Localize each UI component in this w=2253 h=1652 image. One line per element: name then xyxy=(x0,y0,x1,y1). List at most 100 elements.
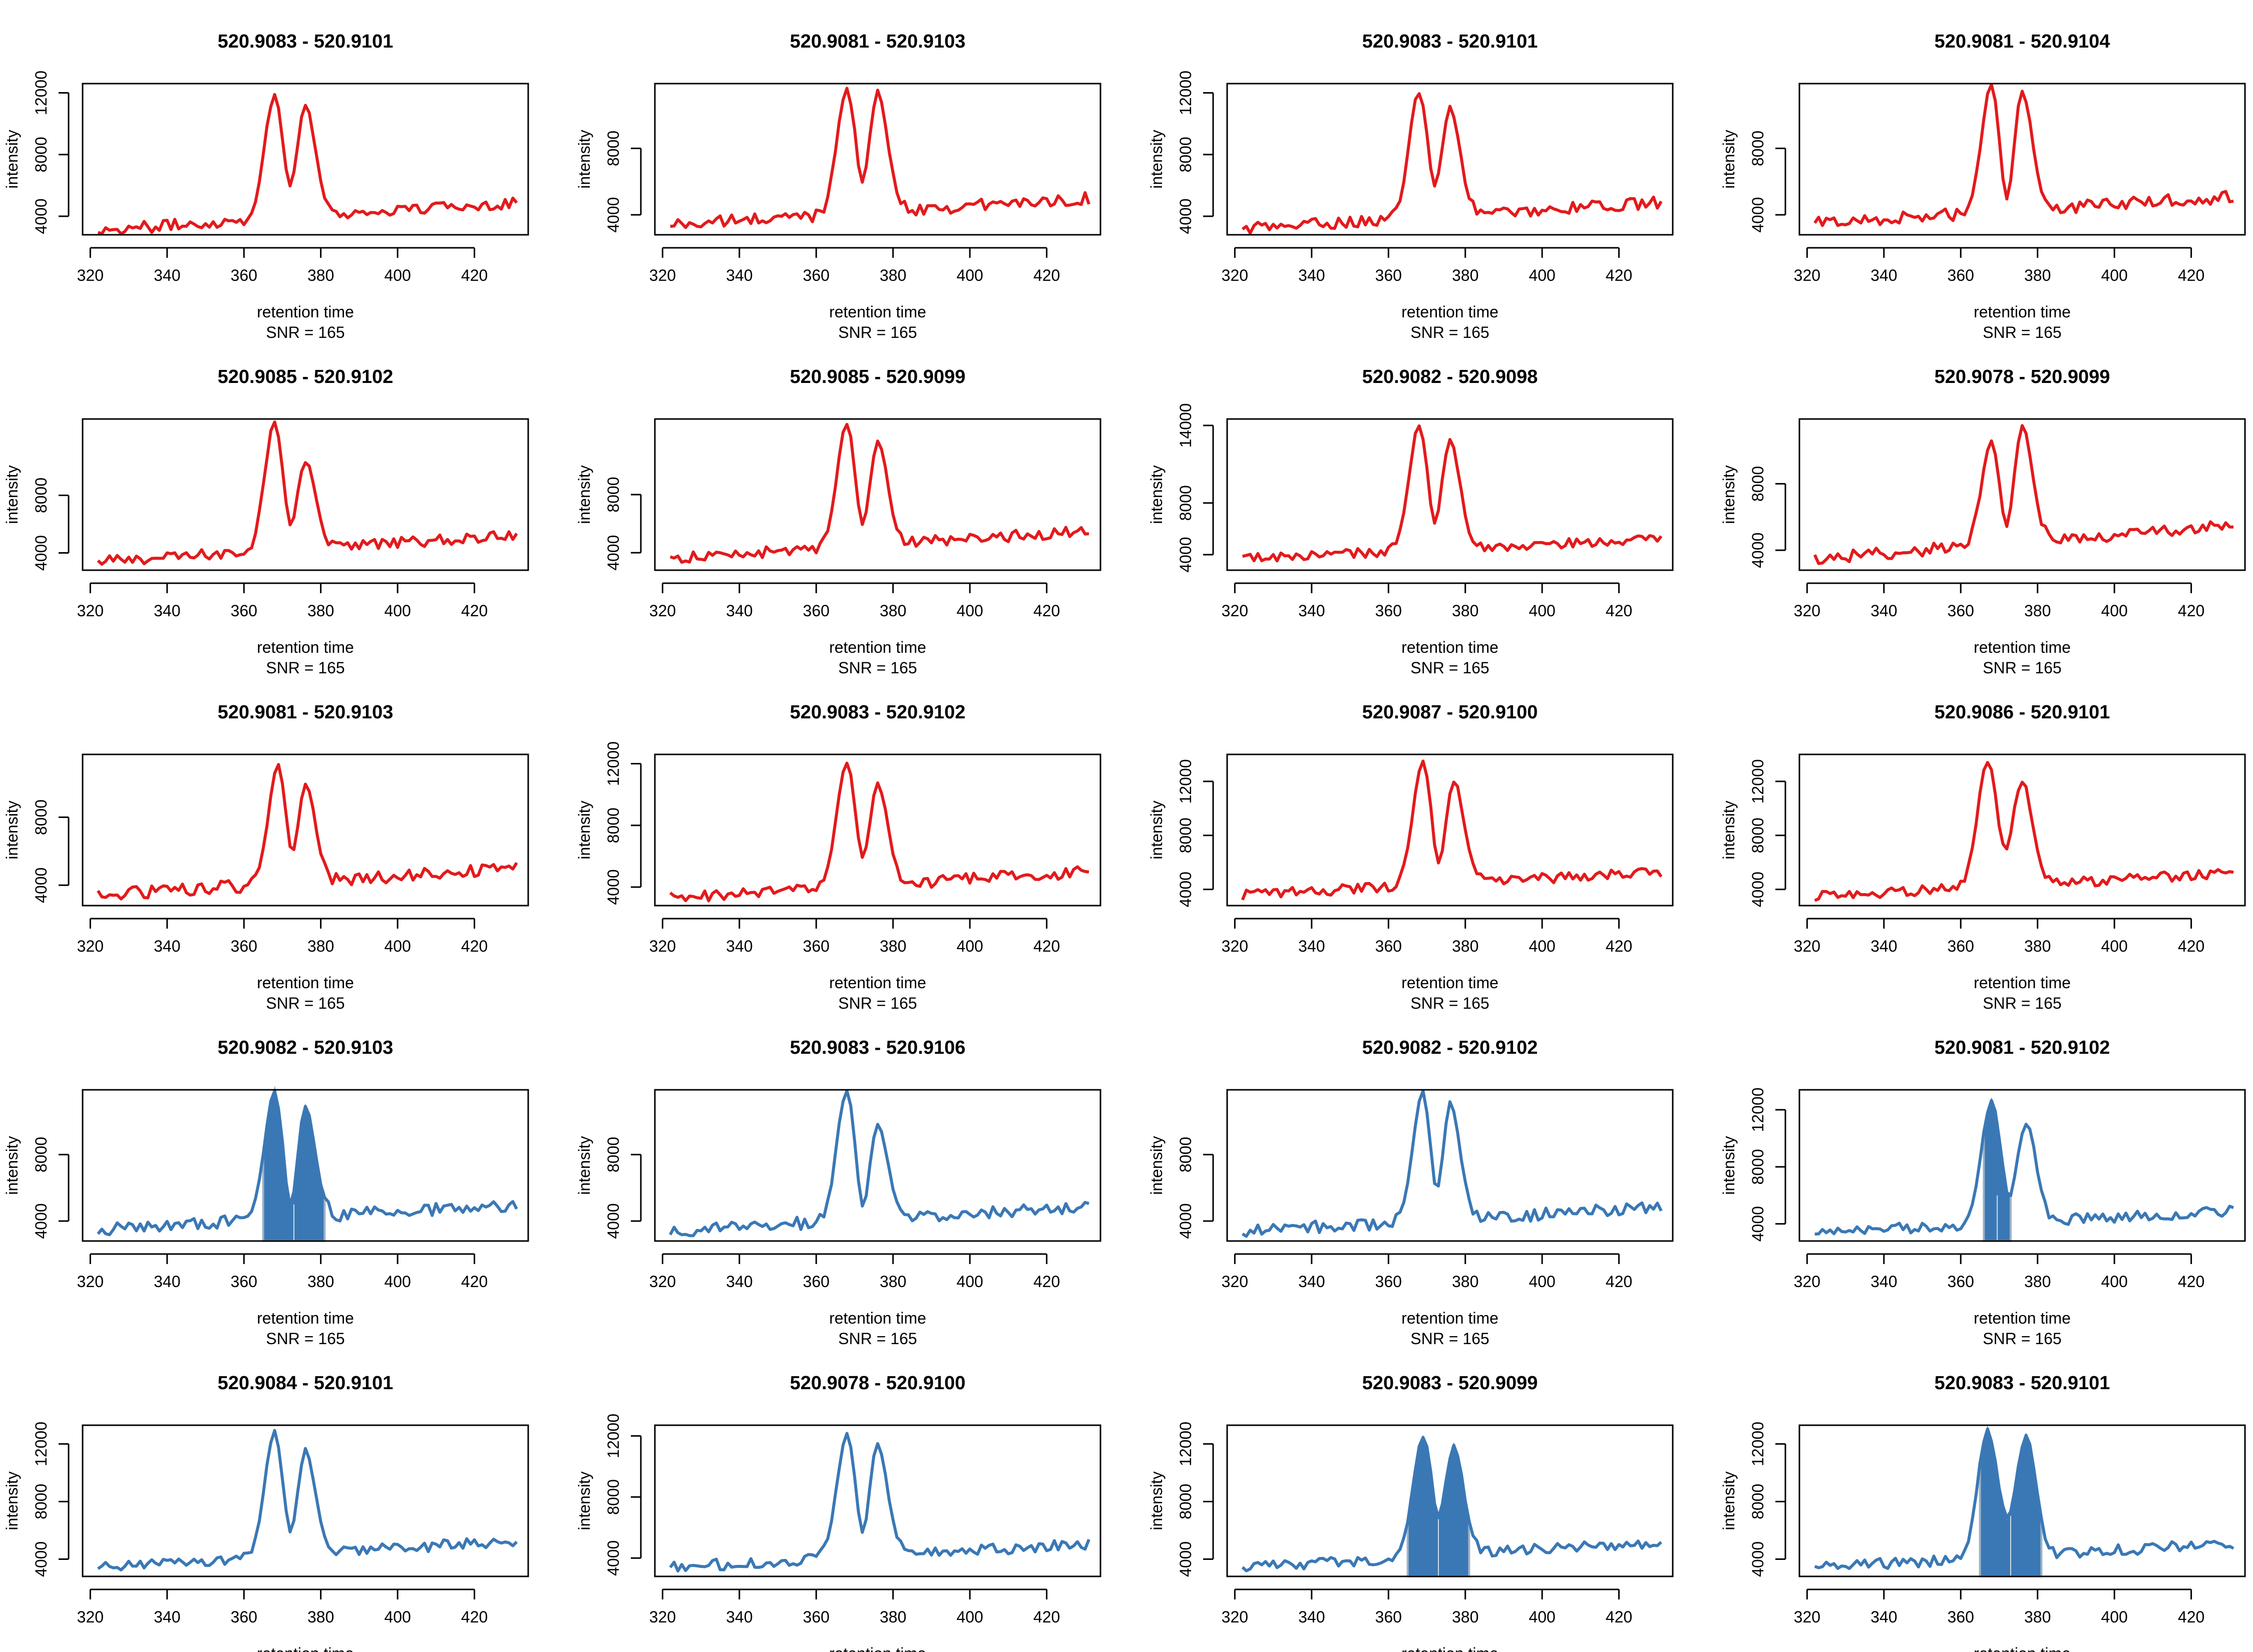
snr-label: SNR = 165 xyxy=(266,994,344,1012)
x-tick-label: 340 xyxy=(726,266,753,284)
x-axis-label: retention time xyxy=(1401,974,1498,992)
x-axis-label: retention time xyxy=(1974,1309,2071,1327)
plot-frame xyxy=(82,1089,529,1242)
x-tick-label: 420 xyxy=(1033,1608,1060,1626)
plot-frame xyxy=(654,753,1101,907)
y-tick-label: 4000 xyxy=(32,535,50,571)
x-tick-label: 400 xyxy=(2101,1273,2127,1291)
series-line xyxy=(1814,761,2234,902)
x-tick-label: 380 xyxy=(880,1608,906,1626)
y-tick-label: 8000 xyxy=(1749,466,1767,502)
x-tick-label: 320 xyxy=(1222,266,1248,284)
x-tick-label: 360 xyxy=(1375,1273,1402,1291)
x-tick-label: 360 xyxy=(1375,937,1402,955)
y-tick-label: 8000 xyxy=(1749,1149,1767,1184)
x-tick-label: 420 xyxy=(1033,266,1060,284)
x-tick-label: 400 xyxy=(1529,1273,1555,1291)
y-tick-label: 8000 xyxy=(604,1137,622,1172)
y-tick-label: 4000 xyxy=(32,1203,50,1239)
chart-panel: 520.9082 - 520.9098 320 340 360 380 400 420 400… xyxy=(1148,366,1674,677)
x-tick-label: 400 xyxy=(1529,266,1555,284)
series-line xyxy=(97,1089,518,1236)
x-tick-label: 380 xyxy=(1452,1273,1478,1291)
y-tick-label: 8000 xyxy=(1749,1484,1767,1519)
y-tick-label: 12000 xyxy=(1749,1422,1767,1466)
chart-title: 520.9082 - 520.9102 xyxy=(1362,1037,1538,1058)
series-line xyxy=(669,1089,1089,1237)
x-tick-label: 420 xyxy=(1606,1273,1632,1291)
x-tick-label: 380 xyxy=(307,602,334,620)
x-tick-label: 340 xyxy=(1870,937,1897,955)
x-tick-label: 420 xyxy=(2178,602,2204,620)
y-axis-label: intensity xyxy=(3,800,21,859)
chart-title: 520.9082 - 520.9103 xyxy=(218,1037,394,1058)
x-axis-label: retention time xyxy=(257,638,354,656)
snr-label: SNR = 165 xyxy=(1410,323,1489,341)
x-tick-label: 380 xyxy=(307,266,334,284)
x-tick-label: 420 xyxy=(461,937,488,955)
plot-frame xyxy=(654,418,1101,571)
x-tick-label: 400 xyxy=(1529,937,1555,955)
x-tick-label: 400 xyxy=(384,266,411,284)
x-tick-label: 340 xyxy=(1870,1273,1897,1291)
series-line xyxy=(97,1429,518,1571)
y-tick-label: 4000 xyxy=(604,197,622,233)
x-axis-label: retention time xyxy=(1401,1309,1498,1327)
plot-frame xyxy=(82,753,529,907)
x-tick-label: 380 xyxy=(2024,602,2051,620)
x-tick-label: 400 xyxy=(956,266,983,284)
x-tick-label: 320 xyxy=(1794,1608,1820,1626)
y-tick-label: 4000 xyxy=(1749,533,1767,568)
series-line xyxy=(1814,1099,2234,1236)
chart-panel: 520.9081 - 520.9102 320 340 360 380 400 420 400… xyxy=(1720,1037,2246,1348)
series-line xyxy=(669,423,1089,564)
plot-frame xyxy=(1226,83,1674,236)
x-tick-label: 320 xyxy=(1222,937,1248,955)
x-tick-label: 340 xyxy=(1870,266,1897,284)
y-tick-label: 4000 xyxy=(1177,872,1195,907)
x-axis-label: retention time xyxy=(829,1309,926,1327)
x-tick-label: 400 xyxy=(956,1273,983,1291)
x-tick-label: 320 xyxy=(77,266,104,284)
chart-title: 520.9082 - 520.9098 xyxy=(1362,366,1538,387)
chart-panel: 520.9081 - 520.9104 320 340 360 380 400 420 400… xyxy=(1720,31,2246,341)
chart-title: 520.9078 - 520.9100 xyxy=(790,1373,966,1394)
x-tick-label: 340 xyxy=(726,1608,753,1626)
x-tick-label: 380 xyxy=(1452,602,1478,620)
chart-panel: 520.9083 - 520.9106 320 340 360 380 400 420 400… xyxy=(575,1037,1101,1348)
x-tick-label: 360 xyxy=(231,602,257,620)
x-tick-label: 320 xyxy=(1222,602,1248,620)
y-tick-label: 8000 xyxy=(604,477,622,512)
x-tick-label: 380 xyxy=(1452,266,1478,284)
chart-title: 520.9083 - 520.9101 xyxy=(1362,31,1538,52)
chart-title: 520.9087 - 520.9100 xyxy=(1362,702,1538,723)
y-tick-label: 4000 xyxy=(1177,198,1195,234)
x-tick-label: 420 xyxy=(1606,1608,1632,1626)
plot-frame xyxy=(1226,1424,1674,1577)
x-tick-label: 340 xyxy=(154,1273,180,1291)
plot-frame xyxy=(1798,83,2246,236)
y-tick-label: 12000 xyxy=(32,71,50,115)
x-tick-label: 380 xyxy=(880,266,906,284)
x-tick-label: 380 xyxy=(1452,1608,1478,1626)
x-tick-label: 340 xyxy=(726,602,753,620)
snr-label: SNR = 165 xyxy=(1410,659,1489,677)
x-tick-label: 340 xyxy=(1298,1608,1325,1626)
x-tick-label: 320 xyxy=(649,266,676,284)
x-tick-label: 420 xyxy=(1606,602,1632,620)
series-line xyxy=(1242,1089,1663,1238)
x-tick-label: 320 xyxy=(649,1608,676,1626)
x-tick-label: 420 xyxy=(2178,937,2204,955)
y-tick-label: 8000 xyxy=(1177,1137,1195,1172)
x-tick-label: 340 xyxy=(154,1608,180,1626)
x-tick-label: 320 xyxy=(1794,602,1820,620)
x-tick-label: 420 xyxy=(461,1608,488,1626)
x-tick-label: 400 xyxy=(384,602,411,620)
x-tick-label: 340 xyxy=(1870,602,1897,620)
chart-title: 520.9083 - 520.9101 xyxy=(1935,1373,2110,1394)
x-tick-label: 320 xyxy=(1222,1273,1248,1291)
y-tick-label: 12000 xyxy=(1749,1087,1767,1132)
y-axis-label: intensity xyxy=(1720,1136,1738,1194)
plot-frame xyxy=(1798,1089,2246,1242)
